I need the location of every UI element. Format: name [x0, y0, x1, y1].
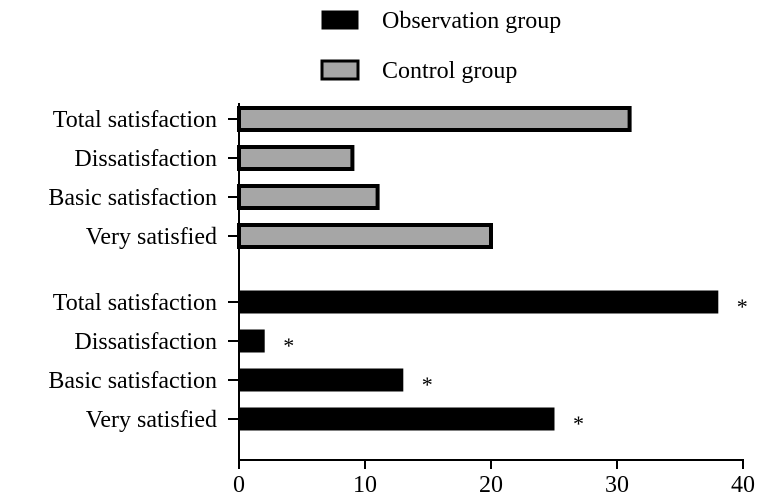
legend-label: Control group [382, 58, 517, 84]
legend: Observation group Control group [320, 8, 561, 84]
category-label: Total satisfaction [53, 107, 217, 133]
significance-marker: * [422, 372, 433, 397]
legend-swatch [320, 59, 360, 81]
x-tick-label: 20 [479, 472, 503, 498]
category-label: Dissatisfaction [74, 329, 217, 355]
bar-observation-2 [238, 368, 404, 392]
category-label: Very satisfied [86, 407, 217, 433]
legend-label: Observation group [382, 8, 561, 34]
significance-marker: * [573, 411, 584, 436]
category-label: Very satisfied [86, 224, 217, 250]
significance-marker: * [283, 333, 294, 358]
bar-observation-3 [238, 407, 555, 431]
bar-control-3 [237, 223, 493, 249]
x-tick-label: 30 [605, 472, 629, 498]
bar-control-0 [237, 106, 632, 132]
axes: 0 10 20 30 40 [228, 103, 755, 498]
significance-marker: * [737, 294, 748, 319]
bar-observation-1 [238, 329, 265, 353]
x-tick-label: 40 [731, 472, 755, 498]
x-tick-label: 0 [233, 472, 245, 498]
category-label: Total satisfaction [53, 290, 217, 316]
category-label: Basic satisfaction [48, 185, 217, 211]
category-label: Dissatisfaction [74, 146, 217, 172]
y-axis-labels: Total satisfaction Dissatisfaction Basic s… [48, 107, 747, 436]
bar-control-1 [237, 145, 355, 171]
x-tick-label: 10 [353, 472, 377, 498]
bar-group [237, 106, 719, 431]
bar-control-2 [237, 184, 380, 210]
legend-swatch [321, 10, 359, 30]
bar-observation-0 [238, 290, 719, 314]
category-label: Basic satisfaction [48, 368, 217, 394]
